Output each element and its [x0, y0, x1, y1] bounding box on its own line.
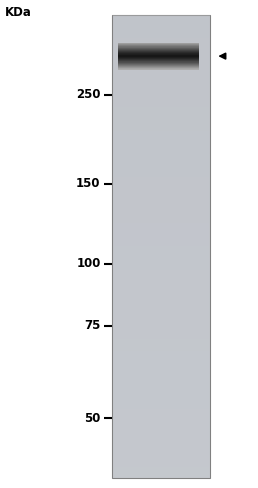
Bar: [118, 61, 198, 62]
Bar: [113, 386, 210, 397]
Bar: [113, 397, 210, 409]
Bar: [112, 15, 210, 478]
Bar: [118, 62, 198, 63]
Bar: [113, 455, 210, 467]
Bar: [113, 339, 210, 351]
Bar: [113, 374, 210, 386]
Bar: [118, 58, 198, 59]
Bar: [118, 51, 198, 52]
Bar: [113, 61, 210, 73]
Bar: [118, 47, 198, 48]
Bar: [118, 44, 198, 45]
Bar: [113, 49, 210, 61]
Bar: [113, 188, 210, 200]
Text: 250: 250: [76, 88, 101, 101]
Bar: [113, 119, 210, 130]
Text: 150: 150: [76, 178, 101, 190]
Bar: [113, 154, 210, 165]
Text: 75: 75: [84, 320, 101, 332]
Bar: [118, 55, 198, 56]
Bar: [118, 49, 198, 50]
Bar: [113, 15, 210, 26]
Bar: [113, 269, 210, 281]
Bar: [113, 362, 210, 374]
Bar: [113, 73, 210, 84]
Bar: [113, 281, 210, 293]
Bar: [118, 45, 198, 46]
Bar: [118, 65, 198, 66]
Bar: [118, 68, 198, 69]
Bar: [118, 60, 198, 61]
Bar: [113, 130, 210, 142]
Bar: [118, 50, 198, 51]
Bar: [113, 409, 210, 420]
Bar: [113, 26, 210, 38]
Text: KDa: KDa: [5, 6, 32, 19]
Bar: [113, 293, 210, 305]
Bar: [113, 235, 210, 246]
Bar: [113, 165, 210, 177]
Bar: [113, 177, 210, 188]
Bar: [113, 432, 210, 444]
Bar: [113, 351, 210, 362]
Bar: [113, 444, 210, 455]
Bar: [113, 316, 210, 327]
Bar: [118, 52, 198, 53]
Bar: [113, 212, 210, 223]
Bar: [118, 56, 198, 57]
Bar: [113, 38, 210, 49]
Bar: [113, 467, 210, 478]
Bar: [113, 84, 210, 96]
Bar: [118, 63, 198, 64]
Bar: [113, 327, 210, 339]
Bar: [113, 142, 210, 154]
Bar: [118, 46, 198, 47]
Bar: [118, 48, 198, 49]
Bar: [118, 64, 198, 65]
Bar: [118, 53, 198, 54]
Bar: [113, 258, 210, 269]
Bar: [113, 305, 210, 316]
Bar: [118, 54, 198, 55]
Bar: [118, 66, 198, 67]
Text: 100: 100: [76, 257, 101, 270]
Bar: [113, 107, 210, 119]
Bar: [113, 96, 210, 107]
Bar: [113, 420, 210, 432]
Bar: [118, 67, 198, 68]
Bar: [118, 57, 198, 58]
Bar: [113, 223, 210, 235]
Bar: [113, 200, 210, 212]
Bar: [113, 246, 210, 258]
Bar: [118, 43, 198, 44]
Bar: [118, 59, 198, 60]
Text: 50: 50: [84, 412, 101, 425]
